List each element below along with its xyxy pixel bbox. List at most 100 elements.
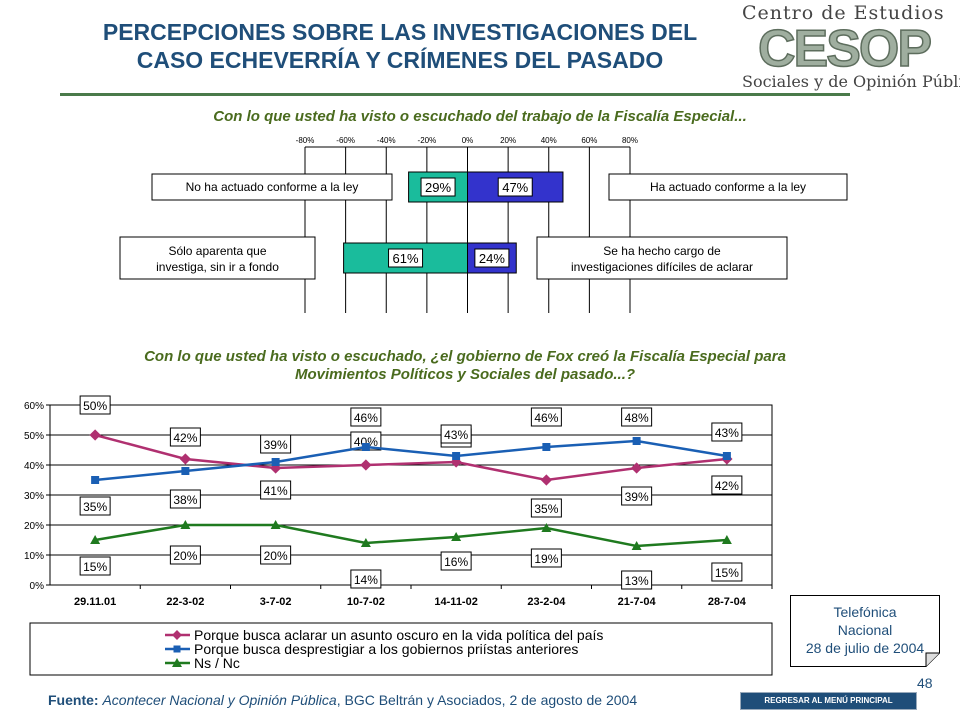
bar-category-label-left: No ha actuado conforme a la ley	[186, 180, 359, 194]
data-label: 19%	[534, 552, 558, 566]
title-line-2: CASO ECHEVERRÍA Y CRÍMENES DEL PASADO	[136, 47, 664, 73]
data-label-box	[440, 424, 472, 444]
data-label-box	[169, 427, 201, 447]
x-tick-label: 14-11-02	[434, 596, 477, 608]
bar-tick-label: 20%	[500, 136, 516, 145]
bar-value-box	[420, 177, 456, 197]
data-label: 35%	[534, 502, 558, 516]
y-tick-label: 0%	[30, 581, 45, 592]
data-label: 16%	[444, 555, 468, 569]
bar-value-box	[497, 177, 533, 197]
data-label-box	[530, 548, 562, 568]
data-label-box	[350, 569, 382, 589]
bar-category-box-right	[608, 173, 848, 201]
logo-mark: CESOP	[738, 22, 950, 70]
source-details: , BGC Beltrán y Asociados, 2 de agosto d…	[336, 692, 638, 708]
bar-category-label-left: investiga, sin ir a fondo	[156, 260, 279, 274]
note-line-2: Nacional	[837, 622, 893, 638]
bar-tick-label: -60%	[336, 136, 355, 145]
x-tick-label: 29.11.01	[74, 596, 116, 608]
y-tick-label: 10%	[24, 551, 44, 562]
x-tick-label: 3-7-02	[260, 596, 292, 608]
x-tick-label: 10-7-02	[347, 596, 385, 608]
bar-value-label: 29%	[425, 180, 451, 195]
data-label: 50%	[83, 399, 107, 413]
bar-category-label-right: Se ha hecho cargo de	[603, 244, 721, 258]
bar-tick-label: -20%	[418, 136, 437, 145]
header-rule	[60, 93, 850, 96]
data-label-box	[79, 395, 111, 415]
data-label: 41%	[264, 484, 288, 498]
data-label: 43%	[444, 428, 468, 442]
data-point	[180, 520, 191, 529]
question-2-line-1: Con lo que usted ha visto o escuchado, ¿…	[144, 348, 786, 365]
bar-category-label-left: Sólo aparenta que	[168, 244, 266, 258]
legend-marker	[173, 645, 181, 653]
data-label: 48%	[625, 411, 649, 425]
data-label-box	[169, 545, 201, 565]
data-point	[181, 467, 190, 475]
note-callout: Telefónica Nacional 28 de julio de 2004	[790, 595, 940, 667]
bar-value-box	[388, 248, 424, 268]
legend-box	[29, 622, 773, 676]
bar-tick-label: -80%	[296, 136, 315, 145]
data-label: 43%	[715, 426, 739, 440]
bar-value-box	[474, 248, 510, 268]
data-label: 46%	[534, 411, 558, 425]
y-tick-label: 30%	[24, 491, 44, 502]
data-label-box	[711, 562, 743, 582]
data-label-box	[530, 407, 562, 427]
x-tick-label: 22-3-02	[166, 596, 204, 608]
bar-category-box-right	[536, 236, 788, 280]
bar-tick-label: 80%	[622, 136, 638, 145]
data-point	[632, 437, 641, 445]
data-label: 13%	[625, 574, 649, 588]
cesop-logo: Centro de Estudios CESOP Sociales y de O…	[738, 2, 960, 94]
data-label: 14%	[354, 573, 378, 587]
question-2: Con lo que usted ha visto o escuchado, ¿…	[40, 348, 890, 384]
data-label-box	[79, 556, 111, 576]
note-line-1: Telefónica	[833, 604, 897, 620]
data-label-box	[711, 422, 743, 442]
bar-tick-label: 60%	[581, 136, 597, 145]
y-tick-label: 50%	[24, 431, 44, 442]
data-point	[271, 458, 280, 466]
data-label: 38%	[173, 493, 197, 507]
bar-category-label-right: investigaciones difíciles de aclarar	[571, 260, 753, 274]
data-point	[721, 535, 732, 544]
data-label: 15%	[83, 560, 107, 574]
data-point	[90, 535, 101, 544]
data-point	[361, 443, 370, 451]
note-shape	[790, 595, 940, 667]
line-chart: 0% 10% 20% 30% 40% 50% 60% 29.11.01 22-3-02 3-7-0…	[24, 395, 773, 676]
bar-tick-label: 40%	[541, 136, 557, 145]
legend-label: Porque busca aclarar un asunto oscuro en…	[194, 627, 603, 643]
data-label-box	[621, 407, 653, 427]
logo-top-text: Centro de Estudios	[742, 2, 945, 24]
logo-bottom-text: Sociales y de Opinión Pública	[742, 72, 960, 91]
x-tick-label: 23-2-04	[527, 596, 566, 608]
data-point	[270, 520, 281, 529]
question-1: Con lo que usted ha visto o escuchado de…	[213, 108, 747, 125]
x-tick-label: 21-7-04	[618, 596, 657, 608]
data-point	[360, 538, 371, 547]
data-label: 20%	[173, 549, 197, 563]
legend-label: Porque busca desprestigiar a los gobiern…	[194, 641, 578, 657]
data-point	[542, 443, 551, 451]
y-tick-label: 60%	[24, 401, 44, 412]
data-point	[91, 476, 100, 484]
data-label-box	[440, 551, 472, 571]
data-label: 39%	[625, 490, 649, 504]
series-line-2	[95, 439, 728, 482]
y-tick-label: 40%	[24, 461, 44, 472]
data-label-box	[260, 545, 292, 565]
data-label: 39%	[264, 438, 288, 452]
question-2-line-2: Movimientos Políticos y Sociales del pas…	[294, 366, 636, 383]
data-label-box	[350, 407, 382, 427]
data-label: 20%	[264, 549, 288, 563]
data-point	[451, 532, 462, 541]
main-menu-button[interactable]: REGRESAR AL MENÚ PRINCIPAL	[740, 692, 917, 710]
data-label-box	[79, 496, 111, 516]
data-label: 42%	[173, 431, 197, 445]
note-line-3: 28 de julio de 2004	[805, 640, 925, 656]
